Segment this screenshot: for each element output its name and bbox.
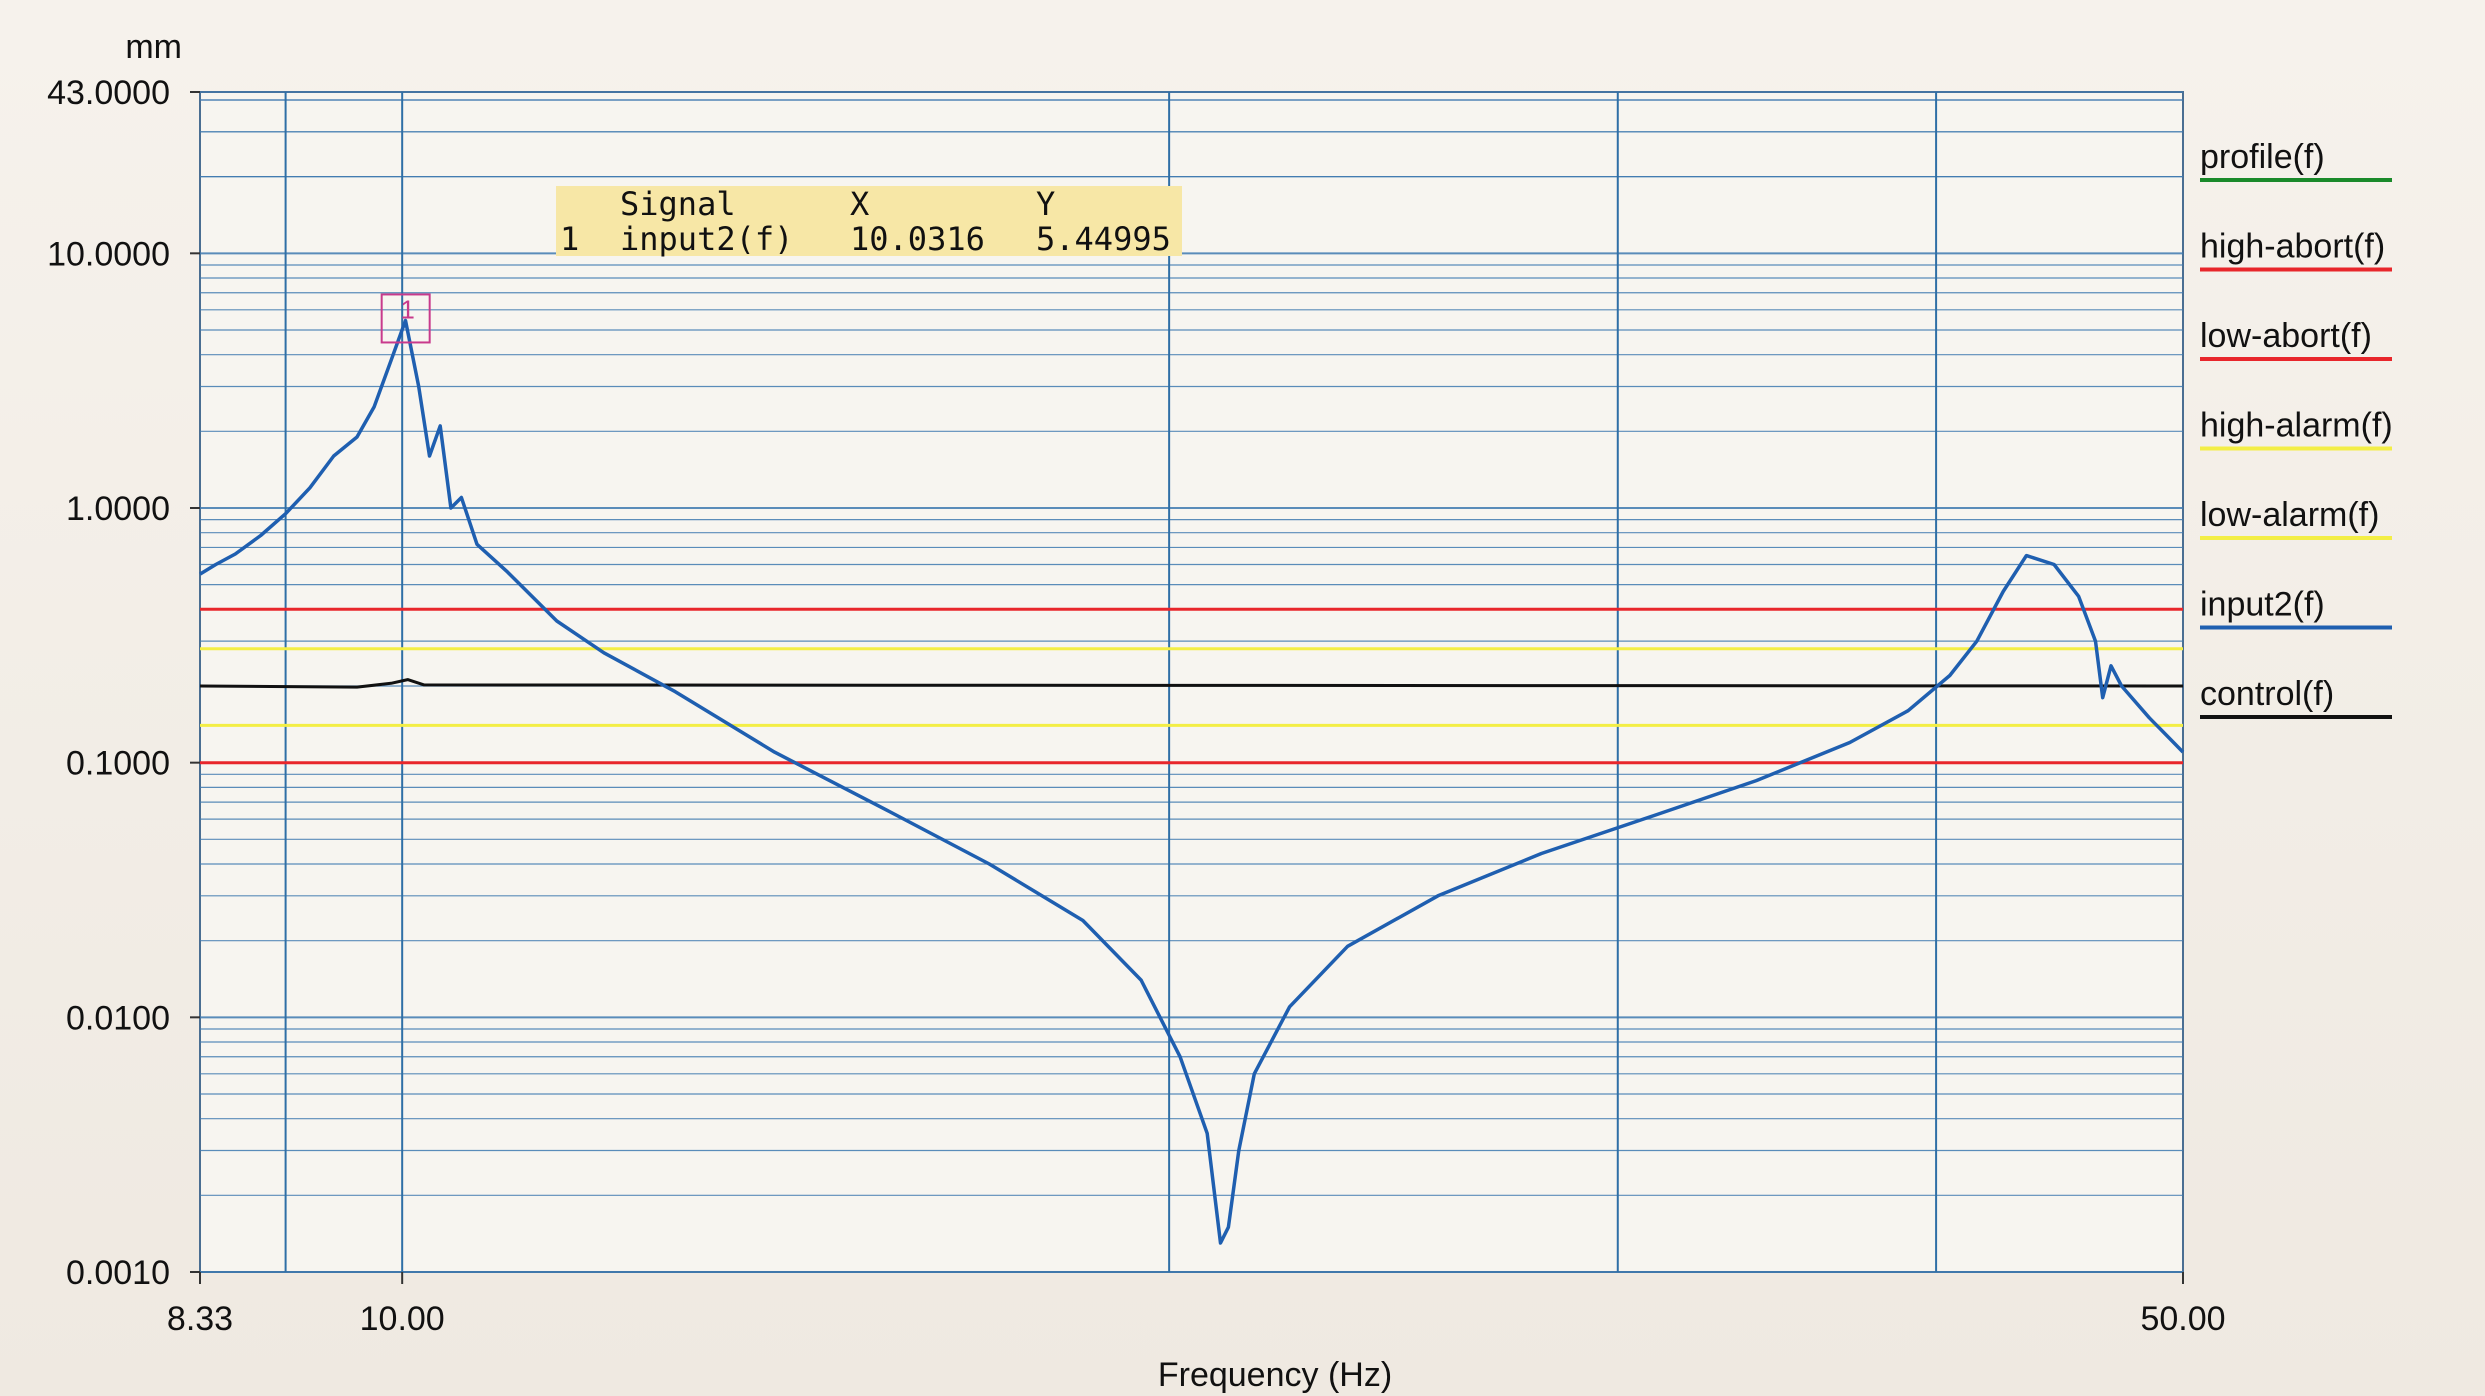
x-tick-label: 50.00 — [2140, 1300, 2225, 1338]
plot-area — [199, 91, 2184, 1273]
cursor-header-x: X — [850, 185, 869, 223]
x-tick-label: 8.33 — [167, 1300, 233, 1338]
cursor-header-y: Y — [1036, 185, 1055, 223]
cursor-header-signal: Signal — [620, 185, 736, 223]
cursor-marker-label: 1 — [400, 294, 414, 324]
y-tick-label: 0.1000 — [66, 745, 170, 783]
series-line-input2 — [199, 318, 2185, 1245]
legend-label: profile(f) — [2200, 138, 2325, 176]
y-tick-label: 1.0000 — [66, 490, 170, 528]
cursor-marker-box — [380, 293, 431, 344]
series-line-control — [199, 678, 2184, 689]
y-tick-label: 10.0000 — [47, 235, 170, 273]
cursor-row-index: 1 — [560, 220, 579, 258]
legend-label: low-alarm(f) — [2200, 496, 2379, 534]
legend-label: low-abort(f) — [2200, 317, 2372, 355]
cursor-marker-layer: 1 — [380, 293, 431, 344]
legend: profile(f) high-abort(f) low-abort(f) high-… — [2200, 138, 2393, 719]
cursor-readout-table: Signal X Y 1 input2(f) 10.0316 5.44995 — [556, 185, 1182, 258]
x-tick-labels: 8.33 10.00 50.00 — [167, 1272, 2226, 1338]
legend-label: high-alarm(f) — [2200, 407, 2393, 445]
y-unit-label: mm — [125, 28, 182, 66]
legend-label: high-abort(f) — [2200, 228, 2385, 266]
cursor-row-y: 5.44995 — [1036, 220, 1171, 258]
cursor-row-signal: input2(f) — [620, 220, 793, 258]
y-tick-label: 0.0100 — [66, 999, 170, 1037]
series-layer — [199, 318, 2185, 1245]
grid — [200, 91, 2183, 1273]
x-axis-label: Frequency (Hz) — [1158, 1356, 1392, 1394]
cursor-readout-box — [556, 186, 1182, 256]
x-tick-label: 10.00 — [360, 1300, 445, 1338]
y-tick-labels: 43.0000 10.0000 1.0000 0.1000 0.0100 0.0010 — [47, 74, 200, 1292]
legend-label: input2(f) — [2200, 586, 2325, 624]
y-tick-label: 43.0000 — [47, 74, 170, 112]
y-tick-label: 0.0010 — [66, 1254, 170, 1292]
legend-label: control(f) — [2200, 675, 2334, 713]
cursor-row-x: 10.0316 — [850, 220, 985, 258]
